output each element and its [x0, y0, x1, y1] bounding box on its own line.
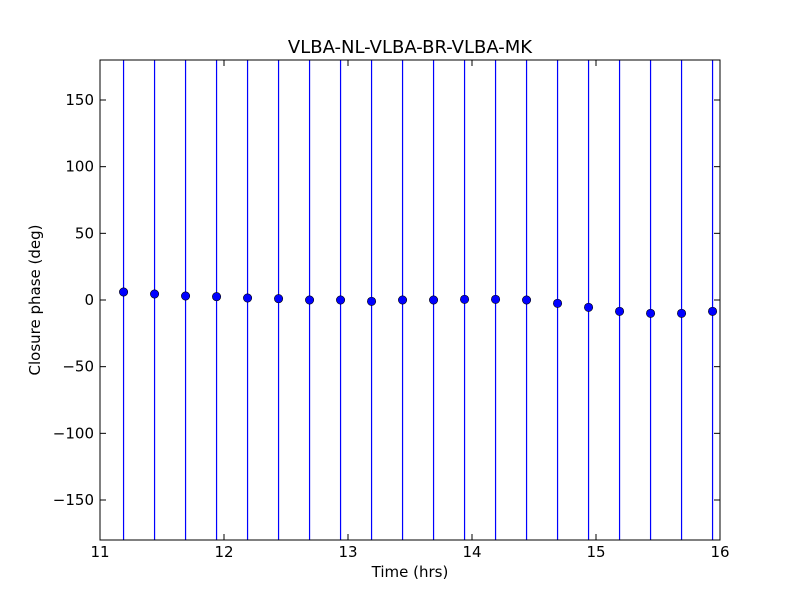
data-point: [553, 298, 563, 308]
data-point: [646, 308, 656, 318]
data-point: [305, 295, 315, 305]
x-tick-label: 14: [462, 543, 481, 561]
x-tick-label: 13: [338, 543, 357, 561]
y-tick-label: 150: [65, 91, 94, 109]
y-axis-label: Closure phase (deg): [26, 225, 44, 376]
data-point: [708, 306, 718, 316]
y-tick-label: −100: [53, 424, 94, 442]
data-point: [150, 289, 160, 299]
y-tick-label: 50: [75, 224, 94, 242]
data-point: [119, 287, 129, 297]
data-point: [212, 292, 222, 302]
x-axis-label: Time (hrs): [371, 563, 449, 581]
data-point: [491, 294, 501, 304]
data-point: [398, 295, 408, 305]
x-tick-label: 11: [90, 543, 109, 561]
data-point: [367, 296, 377, 306]
y-tick-label: 0: [84, 291, 94, 309]
data-point: [429, 295, 439, 305]
data-point: [181, 291, 191, 301]
data-point-group: [119, 287, 718, 318]
y-tick-label: −150: [53, 491, 94, 509]
data-point: [243, 293, 253, 303]
data-point: [677, 308, 687, 318]
data-point: [584, 302, 594, 312]
data-point: [460, 294, 470, 304]
x-tick-group: 11 12 13 14 15 16: [90, 60, 730, 561]
y-tick-label: −50: [62, 358, 94, 376]
chart-title: VLBA-NL-VLBA-BR-VLBA-MK: [288, 37, 533, 58]
data-point: [336, 295, 346, 305]
data-point: [522, 295, 532, 305]
y-tick-label: 100: [65, 158, 94, 176]
data-point: [615, 306, 625, 316]
data-point: [274, 294, 284, 304]
x-tick-label: 12: [214, 543, 233, 561]
x-tick-label: 16: [710, 543, 729, 561]
x-tick-label: 15: [586, 543, 605, 561]
y-tick-group: 150 100 50 0 −50 −100 −150: [53, 91, 720, 509]
